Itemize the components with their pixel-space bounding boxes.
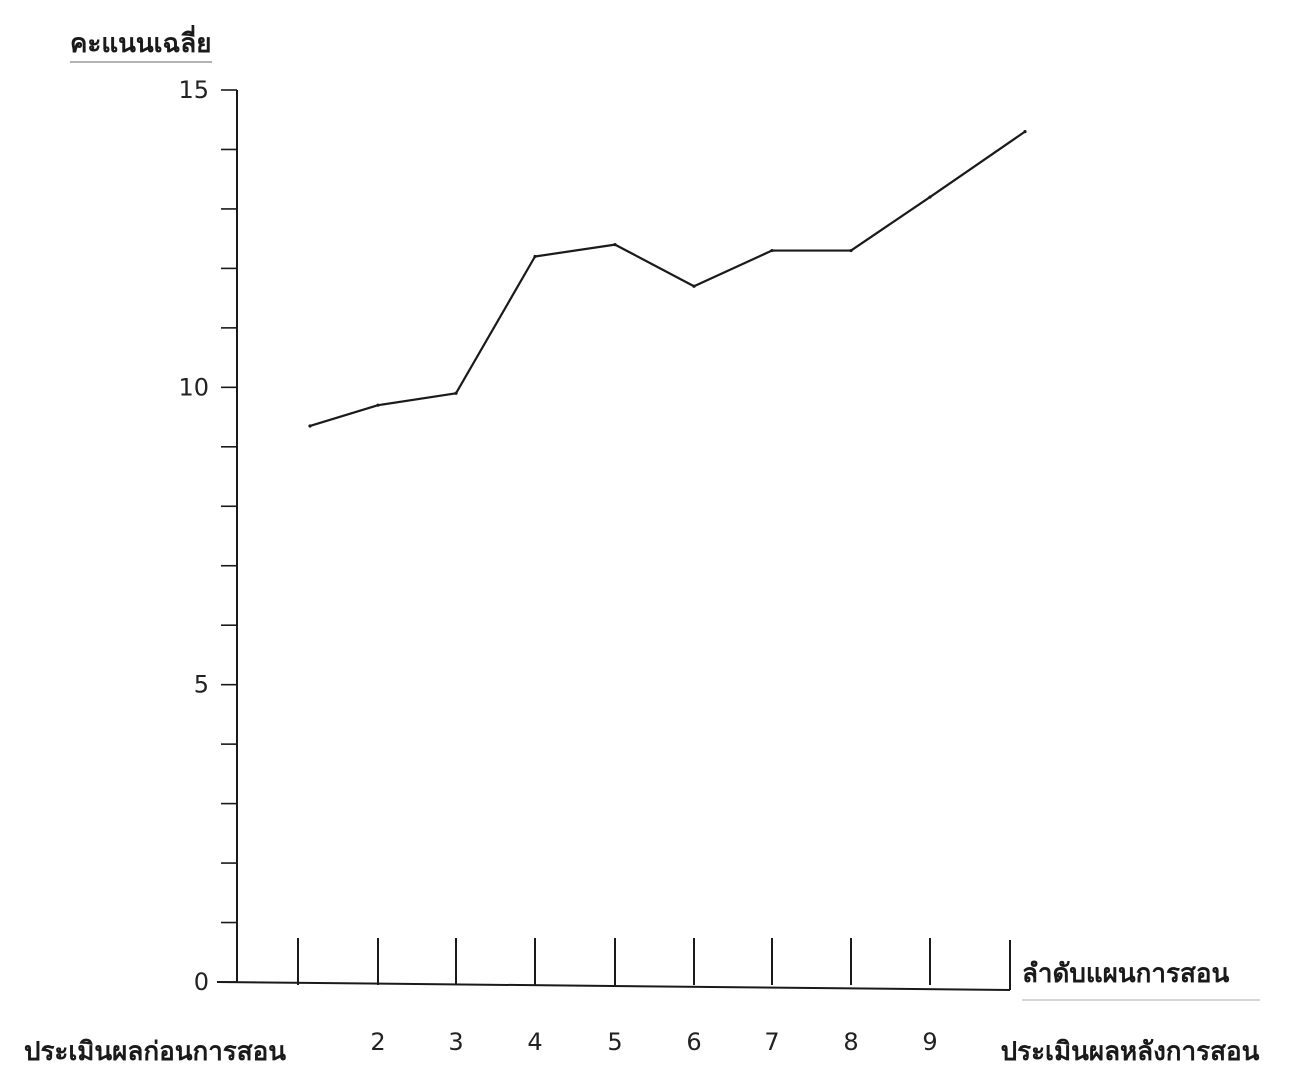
data-point	[849, 248, 853, 253]
x-tick-label: 9	[922, 1028, 937, 1056]
x-axis-line	[216, 981, 1011, 991]
y-tick-label: 0	[194, 968, 209, 996]
data-point	[1023, 130, 1027, 134]
x-tick-label: ประเมินผลก่อนการสอน	[24, 1037, 286, 1067]
data-point	[613, 243, 617, 247]
x-axis-title: ลำดับแผนการสอน	[1022, 959, 1229, 989]
x-tick-label: 8	[843, 1028, 858, 1056]
x-tick-label: 3	[448, 1028, 463, 1056]
data-point	[770, 248, 774, 253]
y-axis-title: คะแนนเฉลี่ย	[70, 24, 211, 59]
data-point	[533, 254, 537, 259]
x-tick-label: 4	[527, 1028, 542, 1056]
x-tick-label: 5	[607, 1028, 622, 1056]
y-tick-label: 10	[178, 373, 209, 401]
data-point	[308, 424, 312, 428]
data-point	[928, 195, 932, 199]
y-tick-label: 15	[178, 76, 209, 104]
series-line	[309, 130, 1026, 428]
data-point	[454, 391, 458, 395]
x-tick-label: ประเมินผลหลังการสอน	[1001, 1037, 1260, 1067]
y-tick-label: 5	[194, 671, 209, 699]
data-point	[376, 403, 380, 407]
x-tick-label: 7	[764, 1028, 779, 1056]
x-tick-label: 2	[370, 1028, 385, 1056]
data-point	[692, 284, 696, 288]
x-tick-label: 6	[686, 1028, 701, 1056]
